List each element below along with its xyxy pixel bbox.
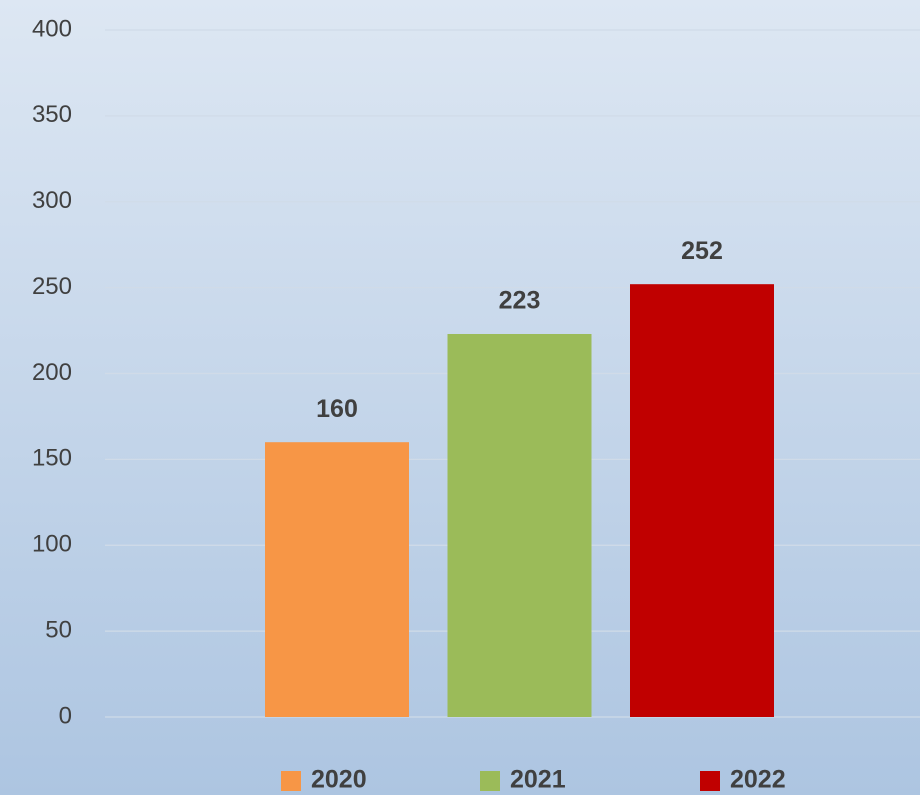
data-label: 252 xyxy=(681,237,723,265)
legend-swatch xyxy=(700,771,720,791)
y-tick-label: 250 xyxy=(32,273,72,300)
bar xyxy=(630,284,774,717)
legend-swatch xyxy=(281,771,301,791)
legend-label: 2020 xyxy=(311,766,367,794)
data-label: 160 xyxy=(316,395,358,423)
y-tick-label: 150 xyxy=(32,445,72,472)
y-tick-label: 400 xyxy=(32,15,72,42)
bar xyxy=(265,442,409,717)
y-tick-label: 100 xyxy=(32,531,72,558)
y-tick-label: 300 xyxy=(32,187,72,214)
y-tick-label: 350 xyxy=(32,101,72,128)
data-label: 223 xyxy=(499,287,541,315)
y-tick-label: 0 xyxy=(59,702,72,729)
y-tick-label: 50 xyxy=(45,616,72,643)
legend-swatch xyxy=(480,771,500,791)
legend-label: 2022 xyxy=(730,766,786,794)
bar xyxy=(447,333,592,717)
y-tick-label: 200 xyxy=(32,359,72,386)
legend-label: 2021 xyxy=(510,766,566,794)
